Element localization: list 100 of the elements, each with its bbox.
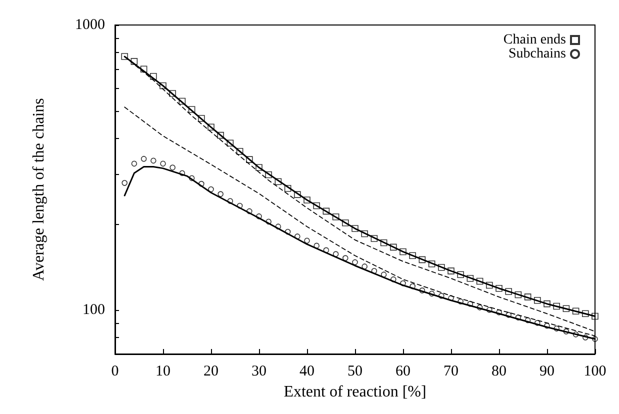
point	[266, 218, 272, 225]
point	[294, 234, 300, 240]
point	[352, 259, 358, 266]
point	[236, 202, 243, 209]
point	[553, 302, 560, 310]
point	[178, 98, 186, 105]
point	[274, 178, 282, 186]
point	[332, 214, 340, 220]
point	[466, 274, 474, 282]
x-tick-label: 80	[492, 364, 506, 380]
point	[458, 298, 464, 304]
point	[130, 58, 138, 65]
y-axis-title: Average length of the chains	[30, 98, 48, 281]
point	[554, 326, 560, 332]
legend-label: Subchains	[508, 46, 566, 62]
point	[342, 219, 349, 226]
point	[265, 171, 272, 178]
point	[256, 164, 262, 171]
point	[294, 191, 301, 198]
point	[284, 184, 292, 192]
point	[140, 66, 148, 73]
point	[496, 284, 502, 292]
point	[534, 296, 541, 304]
point	[428, 260, 436, 268]
point	[256, 213, 262, 220]
point	[582, 334, 588, 340]
point	[304, 238, 310, 244]
point	[170, 164, 176, 170]
point	[362, 264, 368, 270]
point	[131, 160, 138, 167]
point	[419, 288, 426, 294]
point	[322, 208, 330, 215]
point	[352, 225, 358, 232]
point	[218, 191, 224, 197]
point	[150, 158, 156, 164]
point	[505, 288, 512, 295]
point	[188, 175, 195, 182]
point	[121, 53, 128, 60]
y-tick-label: 1000	[75, 17, 105, 33]
point	[410, 283, 416, 290]
point	[370, 235, 378, 242]
point	[572, 332, 579, 338]
point	[150, 73, 157, 80]
point	[323, 247, 330, 254]
point	[246, 156, 253, 163]
point	[582, 310, 589, 318]
point	[592, 312, 598, 320]
point	[160, 82, 166, 90]
point	[380, 239, 388, 246]
point	[208, 124, 214, 131]
point	[236, 148, 244, 155]
x-tick-label: 40	[300, 364, 314, 380]
legend-label: Chain ends	[503, 32, 566, 48]
point	[226, 140, 234, 146]
point	[428, 290, 435, 297]
point	[438, 264, 445, 271]
point	[524, 317, 531, 324]
point	[448, 268, 454, 274]
point	[304, 196, 310, 204]
point	[390, 244, 397, 251]
point	[534, 320, 540, 326]
point	[313, 202, 320, 210]
point	[515, 314, 522, 320]
point	[438, 292, 444, 299]
point	[342, 255, 348, 261]
x-tick-label: 50	[348, 364, 362, 380]
point	[476, 278, 484, 285]
point	[188, 106, 196, 113]
point	[457, 271, 464, 278]
point	[506, 312, 512, 318]
x-tick-label: 70	[444, 364, 458, 380]
point	[572, 308, 580, 315]
point	[169, 90, 176, 97]
point	[562, 305, 570, 312]
point	[217, 132, 224, 139]
point	[284, 228, 291, 235]
point	[122, 180, 128, 186]
x-tick-label: 0	[111, 364, 119, 380]
x-tick-label: 90	[540, 364, 554, 380]
point	[467, 300, 474, 307]
point	[418, 256, 426, 264]
point	[544, 322, 550, 329]
point	[496, 309, 502, 316]
point	[227, 198, 234, 204]
point	[361, 230, 368, 238]
point	[390, 276, 396, 282]
point	[448, 295, 454, 301]
point	[198, 180, 204, 187]
point	[332, 251, 339, 257]
point	[476, 304, 483, 310]
point	[544, 300, 550, 308]
x-axis-title: Extent of reaction [%]	[284, 384, 426, 400]
x-tick-label: 30	[252, 364, 266, 380]
point	[486, 282, 493, 289]
x-tick-label: 60	[396, 364, 410, 380]
point	[314, 242, 320, 249]
point	[275, 224, 282, 230]
point	[400, 248, 406, 256]
point	[380, 272, 387, 278]
point	[486, 306, 492, 313]
